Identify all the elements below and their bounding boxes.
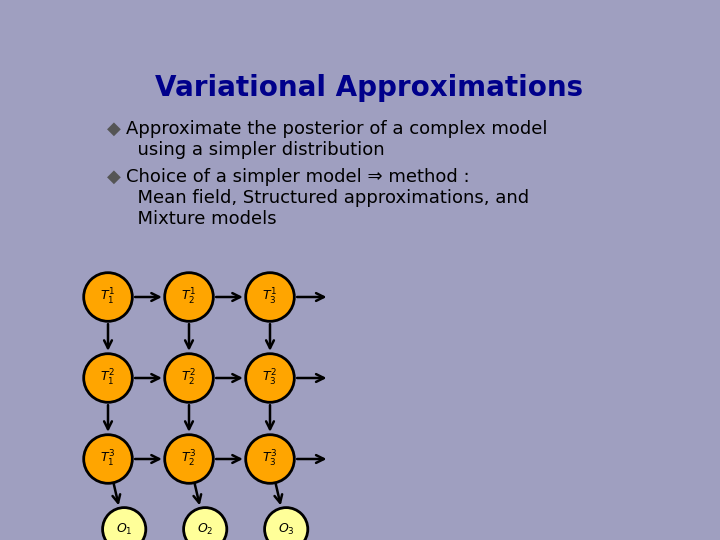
- Circle shape: [264, 508, 307, 540]
- Text: $T_{2}^{2}$: $T_{2}^{2}$: [181, 368, 197, 388]
- Circle shape: [84, 273, 132, 321]
- Circle shape: [102, 508, 145, 540]
- Text: $T_{3}^{1}$: $T_{3}^{1}$: [262, 287, 278, 307]
- Text: Approximate the posterior of a complex model: Approximate the posterior of a complex m…: [126, 120, 548, 138]
- Text: ◆: ◆: [107, 168, 121, 186]
- Text: $T_{3}^{2}$: $T_{3}^{2}$: [263, 368, 277, 388]
- Text: $T_{3}^{3}$: $T_{3}^{3}$: [262, 449, 278, 469]
- Text: using a simpler distribution: using a simpler distribution: [126, 141, 385, 159]
- Circle shape: [165, 354, 213, 402]
- Text: Variational Approximations: Variational Approximations: [155, 73, 583, 102]
- Text: ◆: ◆: [107, 120, 121, 138]
- Text: Mean field, Structured approximations, and: Mean field, Structured approximations, a…: [126, 189, 529, 207]
- Circle shape: [246, 354, 294, 402]
- Text: Choice of a simpler model ⇒ method :: Choice of a simpler model ⇒ method :: [126, 168, 470, 186]
- Circle shape: [165, 435, 213, 483]
- Text: $T_{2}^{3}$: $T_{2}^{3}$: [181, 449, 197, 469]
- Text: $O_{3}$: $O_{3}$: [278, 522, 294, 537]
- Circle shape: [84, 435, 132, 483]
- Text: $T_{1}^{3}$: $T_{1}^{3}$: [100, 449, 116, 469]
- Text: $O_{2}$: $O_{2}$: [197, 522, 213, 537]
- Text: $T_{1}^{2}$: $T_{1}^{2}$: [101, 368, 115, 388]
- Circle shape: [246, 435, 294, 483]
- Text: $T_{2}^{1}$: $T_{2}^{1}$: [181, 287, 197, 307]
- Circle shape: [165, 273, 213, 321]
- Circle shape: [84, 354, 132, 402]
- Text: Mixture models: Mixture models: [126, 210, 277, 228]
- Circle shape: [246, 273, 294, 321]
- Circle shape: [184, 508, 227, 540]
- Text: $T_{1}^{1}$: $T_{1}^{1}$: [100, 287, 116, 307]
- Text: $O_{1}$: $O_{1}$: [116, 522, 132, 537]
